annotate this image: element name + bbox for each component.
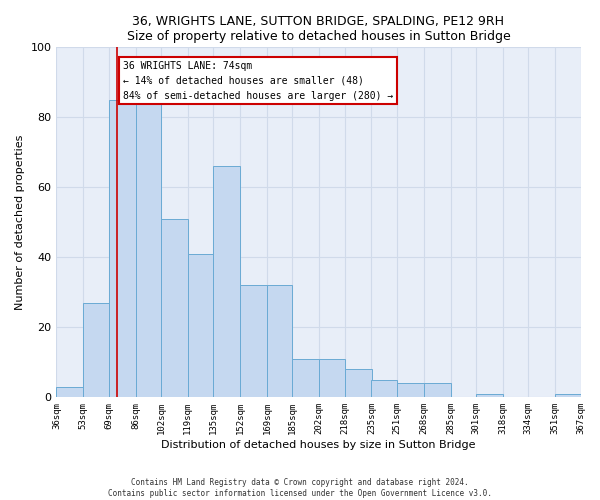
Title: 36, WRIGHTS LANE, SUTTON BRIDGE, SPALDING, PE12 9RH
Size of property relative to: 36, WRIGHTS LANE, SUTTON BRIDGE, SPALDIN… <box>127 15 511 43</box>
Y-axis label: Number of detached properties: Number of detached properties <box>15 134 25 310</box>
Bar <box>83 302 109 398</box>
Bar <box>109 100 136 398</box>
Bar <box>344 370 371 398</box>
Bar <box>292 359 319 398</box>
Bar <box>424 384 451 398</box>
Bar <box>555 394 581 398</box>
Bar <box>56 387 83 398</box>
Bar <box>240 285 267 398</box>
Text: 36 WRIGHTS LANE: 74sqm
← 14% of detached houses are smaller (48)
84% of semi-det: 36 WRIGHTS LANE: 74sqm ← 14% of detached… <box>123 61 393 100</box>
Bar <box>397 384 424 398</box>
Bar <box>136 100 161 398</box>
Bar <box>267 285 292 398</box>
Text: Contains HM Land Registry data © Crown copyright and database right 2024.
Contai: Contains HM Land Registry data © Crown c… <box>108 478 492 498</box>
Bar <box>371 380 397 398</box>
Bar <box>476 394 503 398</box>
Bar <box>319 359 344 398</box>
Bar <box>213 166 240 398</box>
Bar <box>188 254 213 398</box>
Bar <box>161 218 188 398</box>
X-axis label: Distribution of detached houses by size in Sutton Bridge: Distribution of detached houses by size … <box>161 440 476 450</box>
